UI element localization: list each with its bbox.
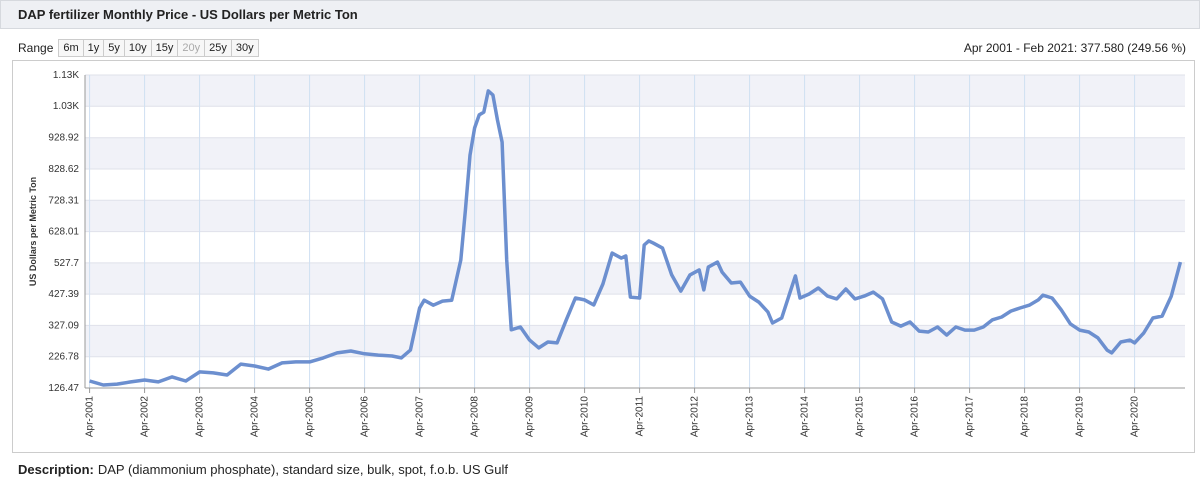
range-button[interactable]: 30y: [230, 39, 259, 57]
plot-band: [85, 262, 1185, 295]
chart-title: DAP fertilizer Monthly Price - US Dollar…: [18, 7, 358, 22]
x-tick-label: Apr-2001: [85, 396, 96, 438]
x-tick-label: Apr-2013: [745, 396, 756, 438]
summary: Apr 2001 - Feb 2021: 377.580 (249.56 %): [963, 41, 1186, 55]
chart: 126.47 226.78 327.09 427.39 527.7 628.01 728.3…: [12, 60, 1195, 453]
plot-band: [85, 325, 1185, 357]
range-label: Range: [18, 41, 54, 55]
range-button[interactable]: 10y: [123, 39, 152, 57]
chart-frame: [12, 60, 1195, 453]
range-button[interactable]: 5y: [103, 39, 125, 57]
x-tick-label: Apr-2016: [910, 396, 921, 438]
range-button[interactable]: 15y: [150, 39, 179, 57]
y-tick-label: 327.09: [48, 320, 79, 331]
y-tick-label: 628.01: [48, 227, 79, 238]
x-tick-label: Apr-2020: [1130, 396, 1141, 438]
x-tick-label: Apr-2019: [1075, 396, 1086, 438]
y-tick-label: 126.47: [48, 383, 79, 394]
y-axis-label: US Dollars per Metric Ton: [28, 177, 38, 286]
plot-band: [85, 137, 1185, 170]
x-tick-label: Apr-2018: [1020, 396, 1031, 438]
y-tick-label: 427.39: [48, 289, 79, 300]
range-button[interactable]: 25y: [204, 39, 232, 57]
x-tick-label: Apr-2006: [360, 396, 371, 438]
description: Description: DAP (diammonium phosphate), …: [18, 462, 508, 477]
price-line: [89, 89, 1183, 387]
plot-band: [85, 75, 1185, 107]
range-selector: Range 6m 1y 5y 10y 15y 20y 25y 30y: [18, 38, 259, 58]
plot-band: [85, 200, 1185, 232]
x-tick-label: Apr-2011: [635, 396, 646, 437]
y-tick-label: 828.62: [48, 164, 79, 175]
description-label: Description:: [18, 462, 94, 477]
y-tick-label: 527.7: [54, 258, 79, 269]
x-tick-label: Apr-2004: [250, 396, 261, 438]
x-tick-label: Apr-2007: [415, 396, 426, 438]
description-text: DAP (diammonium phosphate), standard siz…: [97, 462, 509, 477]
x-tick-label: Apr-2015: [855, 396, 866, 438]
y-tick-label: 728.31: [48, 195, 79, 206]
x-tick-label: Apr-2009: [525, 396, 536, 438]
range-button[interactable]: 1y: [82, 39, 105, 57]
x-tick-label: Apr-2002: [140, 396, 151, 438]
y-tick-label: 928.92: [48, 133, 79, 144]
x-tick-label: Apr-2012: [690, 396, 701, 438]
y-tick-label: 226.78: [48, 352, 79, 363]
x-tick-label: Apr-2003: [195, 396, 206, 438]
header: DAP fertilizer Monthly Price - US Dollar…: [0, 0, 1200, 29]
x-tick-label: Apr-2010: [580, 396, 591, 438]
x-tick-label: Apr-2008: [470, 396, 481, 438]
range-button: 20y: [177, 39, 206, 57]
x-tick-label: Apr-2017: [965, 396, 976, 438]
y-tick-label: 1.13K: [53, 70, 79, 81]
y-tick-label: 1.03K: [53, 101, 79, 112]
x-tick-label: Apr-2005: [305, 396, 316, 438]
range-button[interactable]: 6m: [58, 39, 84, 57]
x-tick-label: Apr-2014: [800, 396, 811, 438]
